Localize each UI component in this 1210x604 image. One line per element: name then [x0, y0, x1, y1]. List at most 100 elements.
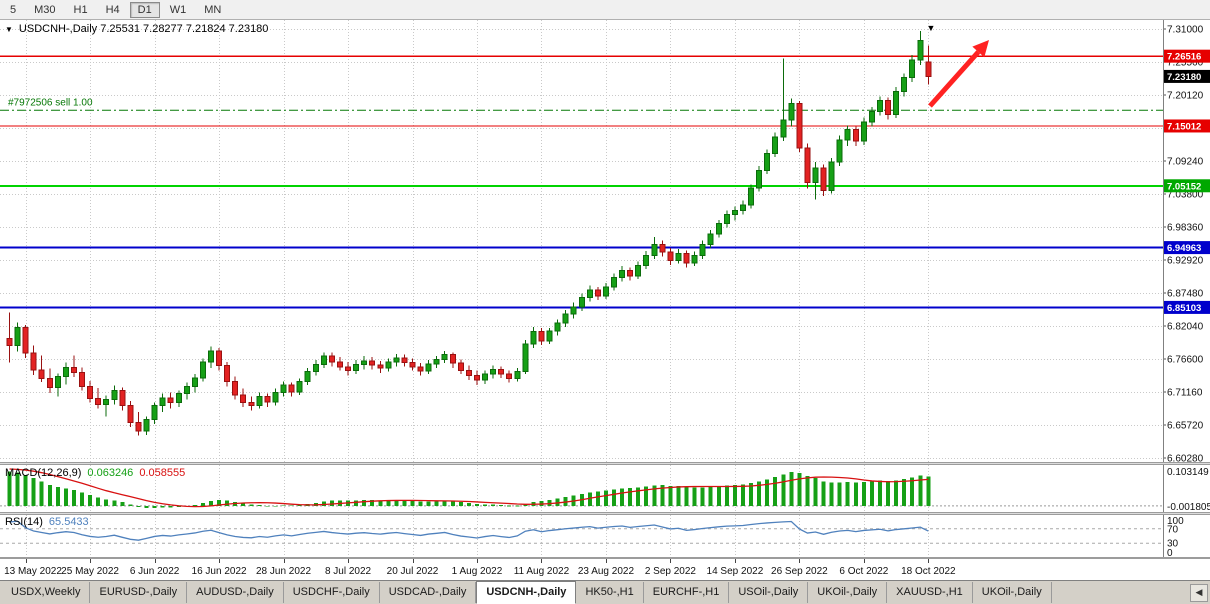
candle	[627, 269, 634, 277]
price-axis-label: 6.65720	[1167, 420, 1204, 431]
chart-tab-hk50-h1[interactable]: HK50-,H1	[576, 582, 644, 603]
time-axis-label: 20 Jul 2022	[387, 566, 439, 577]
macd-bar	[515, 505, 520, 507]
down-triangle-marker: ▼	[927, 23, 936, 33]
timeframe-button-d1[interactable]: D1	[129, 1, 160, 18]
candle	[812, 167, 819, 183]
macd-bar	[595, 491, 600, 506]
macd-bar	[200, 502, 205, 506]
candle	[836, 139, 843, 163]
candle	[594, 289, 601, 297]
main-chart-panel: 7.310007.255607.201207.146807.092407.038…	[0, 20, 1210, 462]
macd-bar	[160, 505, 165, 508]
chart-tab-audusd-daily[interactable]: AUDUSD-,Daily	[187, 582, 284, 603]
candle	[79, 371, 86, 387]
price-level-badge-text: 6.85103	[1167, 303, 1201, 314]
price-level-badge[interactable]	[1164, 49, 1210, 63]
chart-tab-usdcnh-daily[interactable]: USDCNH-,Daily	[476, 581, 577, 604]
chart-tab-ukoil-daily[interactable]: UKOil-,Daily	[808, 582, 888, 603]
candle	[119, 390, 126, 407]
macd-bar	[80, 492, 85, 506]
price-axis-label: 6.92920	[1167, 255, 1204, 266]
timeframe-button-mn[interactable]: MN	[204, 3, 222, 16]
candle	[457, 362, 464, 372]
candle	[699, 243, 706, 256]
macd-bar	[499, 505, 504, 506]
macd-bar	[740, 484, 745, 506]
macd-bar	[853, 482, 858, 506]
candle	[441, 354, 448, 361]
price-level-badge[interactable]	[1164, 179, 1210, 193]
chart-tab-ukoil-daily[interactable]: UKOil-,Daily	[973, 582, 1052, 603]
arrow-annotation-shaft[interactable]	[928, 50, 981, 108]
arrow-annotation-head[interactable]	[972, 40, 989, 58]
macd-bar	[797, 473, 802, 506]
macd-bar	[773, 477, 778, 506]
macd-bar	[749, 483, 754, 506]
chart-tab-usdx-weekly[interactable]: USDX,Weekly	[2, 582, 91, 603]
price-level-badge[interactable]	[1164, 241, 1210, 255]
timeframe-button-h1[interactable]: H1	[73, 3, 88, 16]
macd-bar	[869, 481, 874, 506]
candle	[401, 357, 408, 364]
time-axis-label: 14 Sep 2022	[707, 566, 764, 577]
symbol-menu-icon[interactable]: ▼	[5, 25, 13, 34]
macd-bar	[829, 482, 834, 506]
price-axis-label: 6.87480	[1167, 288, 1204, 299]
chart-tab-eurchf-h1[interactable]: EURCHF-,H1	[644, 582, 730, 603]
timeframe-button-h4[interactable]: H4	[105, 3, 120, 16]
macd-bar	[628, 488, 633, 506]
grid	[0, 20, 1163, 462]
candle	[651, 243, 658, 256]
chart-tab-xauusd-h1[interactable]: XAUUSD-,H1	[887, 582, 973, 603]
candle	[820, 167, 827, 191]
rsi-line	[9, 520, 929, 541]
macd-bar	[88, 495, 93, 506]
macd-bar	[426, 501, 431, 506]
tab-scroll-left-button[interactable]: ◀	[1190, 583, 1208, 602]
candle	[901, 77, 908, 92]
chart-tab-usoil-daily[interactable]: USOil-,Daily	[729, 582, 809, 603]
panel-splitter[interactable]	[0, 557, 1210, 559]
time-axis-svg: 13 May 2022 25 May 2022 6 Jun 2022 16 Jun 2…	[4, 559, 956, 577]
price-level-badge[interactable]	[1164, 300, 1210, 314]
macd-bar	[63, 488, 68, 506]
macd-bar	[692, 487, 697, 506]
candle	[22, 326, 29, 354]
candle	[336, 361, 343, 368]
candle	[860, 121, 867, 142]
macd-bar	[329, 500, 334, 506]
macd-bar	[120, 502, 125, 506]
time-axis[interactable]: 13 May 2022 25 May 2022 6 Jun 2022 16 Jun 2…	[0, 559, 1210, 580]
macd-bar	[144, 505, 149, 508]
candle	[385, 361, 392, 369]
price-level-badge[interactable]	[1164, 119, 1210, 133]
candle	[6, 337, 13, 347]
price-level-badge[interactable]	[1164, 69, 1210, 83]
candle	[619, 269, 626, 279]
macd-bar	[483, 504, 488, 506]
candle	[868, 110, 875, 123]
panel-splitter[interactable]	[0, 462, 1210, 465]
candle	[522, 343, 529, 373]
timeframe-button-w1[interactable]: W1	[169, 3, 187, 16]
macd-bar	[257, 505, 262, 506]
timeframe-button-m30[interactable]: M30	[34, 3, 56, 16]
macd-axis-min: -0.001805	[1167, 502, 1210, 512]
candle	[14, 326, 21, 347]
candle	[409, 362, 416, 368]
timeframe-button-5[interactable]: 5	[10, 3, 17, 16]
candle	[393, 357, 400, 363]
candle	[46, 377, 53, 389]
panel-splitter[interactable]	[0, 512, 1210, 515]
chart-tab-eurusd-daily[interactable]: EURUSD-,Daily	[90, 582, 188, 603]
chart-tab-usdchf-daily[interactable]: USDCHF-,Daily	[284, 582, 380, 603]
macd-bar	[152, 505, 157, 508]
price-level-badge-text: 7.15012	[1167, 121, 1201, 132]
chart-tab-usdcad-daily[interactable]: USDCAD-,Daily	[380, 582, 477, 603]
macd-bar	[813, 478, 818, 506]
macd-bar	[297, 504, 302, 506]
candle	[191, 377, 198, 387]
time-axis-label: 16 Jun 2022	[192, 566, 247, 577]
price-levels	[0, 55, 1163, 309]
